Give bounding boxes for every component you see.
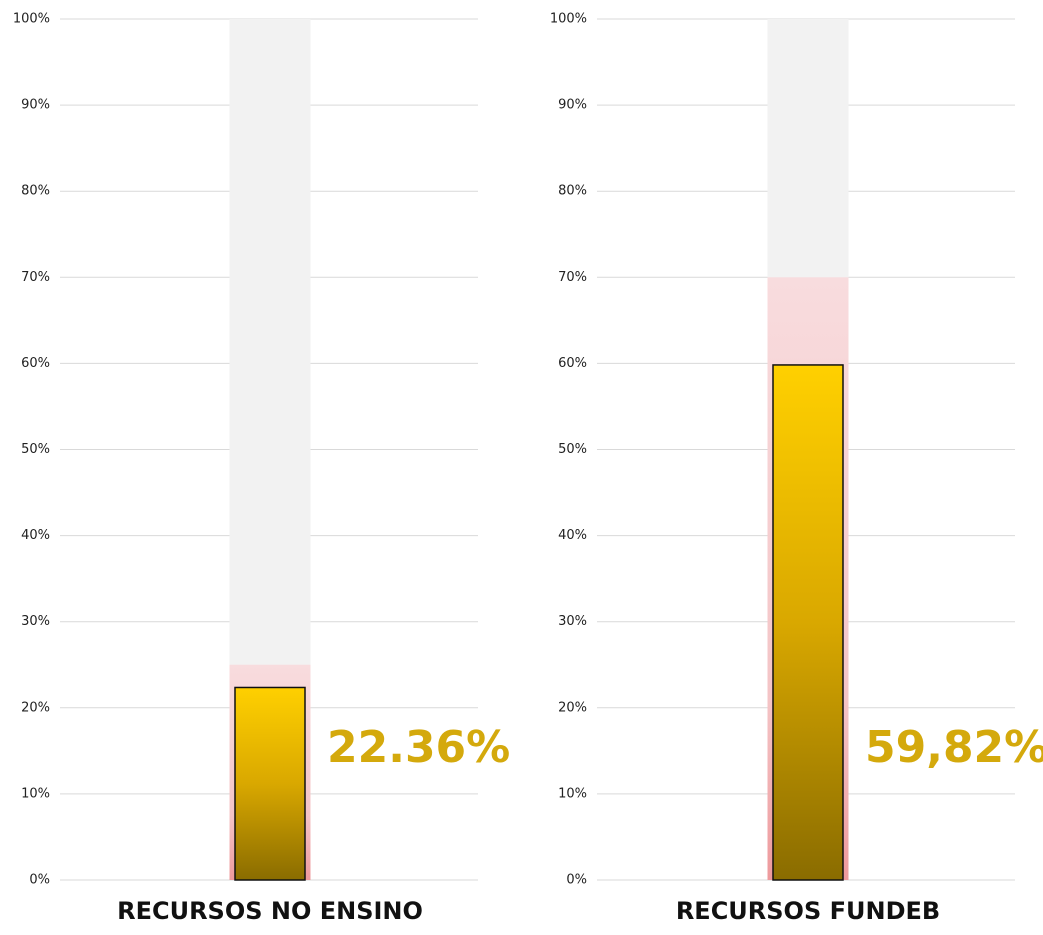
y-tick-label: 60% <box>558 356 587 371</box>
y-tick-label: 50% <box>558 442 587 457</box>
y-tick-label: 50% <box>21 442 50 457</box>
y-tick-label: 10% <box>21 786 50 801</box>
y-tick-label: 80% <box>558 184 587 199</box>
y-tick-label: 90% <box>21 98 50 113</box>
value-label: 22.36% <box>327 722 510 773</box>
chart-title: RECURSOS FUNDEB <box>676 897 940 925</box>
bar <box>234 686 306 881</box>
y-tick-label: 0% <box>566 873 587 888</box>
chart-title: RECURSOS NO ENSINO <box>117 897 423 925</box>
y-tick-label: 40% <box>21 528 50 543</box>
y-tick-label: 60% <box>21 356 50 371</box>
value-label: 59,82% <box>865 722 1043 773</box>
y-tick-label: 10% <box>558 786 587 801</box>
y-tick-label: 70% <box>558 270 587 285</box>
y-tick-label: 20% <box>21 700 50 715</box>
y-tick-label: 80% <box>21 184 50 199</box>
y-tick-label: 20% <box>558 700 587 715</box>
y-tick-label: 40% <box>558 528 587 543</box>
y-tick-label: 30% <box>21 614 50 629</box>
y-tick-label: 70% <box>21 270 50 285</box>
bar <box>772 364 844 881</box>
y-tick-label: 90% <box>558 98 587 113</box>
y-tick-label: 100% <box>550 12 587 27</box>
y-tick-label: 0% <box>29 873 50 888</box>
y-tick-label: 100% <box>13 12 50 27</box>
y-tick-label: 30% <box>558 614 587 629</box>
